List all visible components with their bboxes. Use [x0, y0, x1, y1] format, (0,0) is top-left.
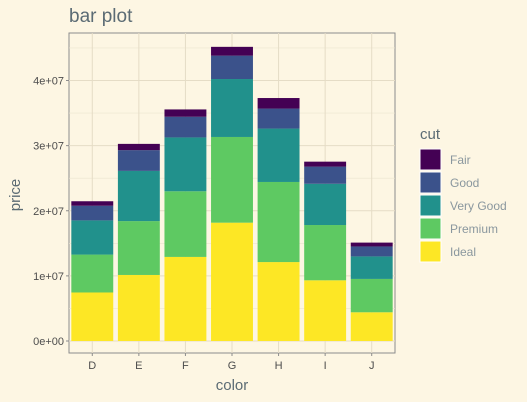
x-tick-label: D	[88, 360, 96, 372]
legend-swatch-fair	[419, 148, 442, 171]
legend-label-very-good: Very Good	[450, 199, 507, 213]
bar-segment-very-good-j	[350, 256, 393, 279]
legend-swatch-premium	[419, 217, 442, 240]
bar-segment-good-g	[211, 55, 253, 80]
bar-segment-good-i	[304, 166, 347, 184]
bar-segment-good-h	[257, 108, 300, 129]
bar-segment-premium-f	[164, 191, 207, 257]
bar-segment-fair-j	[350, 242, 393, 247]
chart-title: bar plot	[69, 6, 133, 27]
y-tick-label: 2e+07	[33, 206, 64, 218]
bar-segment-fair-d	[71, 201, 114, 206]
x-axis-title: color	[216, 377, 249, 394]
y-axis-title: price	[7, 179, 24, 212]
bar-segment-good-f	[164, 116, 207, 138]
x-tick-label: G	[228, 360, 237, 372]
bar-segment-very-good-i	[304, 183, 347, 226]
legend-label-premium: Premium	[450, 222, 498, 236]
legend: Fair Good Very Good Premium Ideal	[419, 148, 507, 263]
bar-segment-fair-e	[117, 143, 160, 151]
legend-label-good: Good	[450, 176, 479, 190]
legend-title: cut	[420, 126, 441, 143]
x-tick-label: J	[369, 360, 375, 372]
bar-segment-good-d	[71, 205, 114, 221]
bar-segment-very-good-d	[71, 220, 114, 255]
x-tick-label: E	[135, 360, 142, 372]
legend-swatch-good	[419, 171, 442, 194]
legend-label-ideal: Ideal	[450, 245, 476, 259]
bar-segment-fair-i	[304, 161, 347, 167]
legend-swatch-ideal	[419, 240, 442, 263]
bar-segment-premium-d	[71, 254, 114, 293]
x-tick-label: F	[182, 360, 189, 372]
bar-segment-very-good-h	[257, 128, 300, 182]
y-axis: 0e+00 1e+07 2e+07 3e+07 4e+07	[33, 76, 69, 348]
bar-segment-fair-h	[257, 98, 300, 109]
legend-label-fair: Fair	[450, 153, 471, 167]
bar-segment-premium-e	[117, 221, 160, 275]
bar-segment-very-good-g	[211, 79, 253, 137]
bar-segment-good-e	[117, 150, 160, 171]
bar-segment-ideal-h	[257, 262, 300, 341]
y-tick-label: 3e+07	[33, 141, 64, 153]
bar-segment-premium-j	[350, 278, 393, 313]
bar-segment-ideal-j	[350, 312, 393, 341]
x-tick-label: I	[324, 360, 327, 372]
bar-segment-premium-h	[257, 181, 300, 263]
y-tick-label: 4e+07	[33, 76, 64, 88]
bar-segment-ideal-i	[304, 280, 347, 341]
x-axis: D E F G H I J	[88, 353, 374, 372]
bars-group	[71, 46, 393, 341]
bar-segment-good-j	[350, 246, 393, 257]
bar-segment-fair-g	[211, 46, 253, 56]
bar-segment-ideal-d	[71, 292, 114, 341]
bar-segment-ideal-g	[211, 222, 253, 341]
bar-segment-ideal-e	[117, 274, 160, 341]
x-tick-label: H	[275, 360, 283, 372]
legend-swatch-very-good	[419, 194, 442, 217]
bar-segment-ideal-f	[164, 256, 207, 341]
y-tick-label: 1e+07	[33, 271, 64, 283]
bar-segment-premium-g	[211, 136, 253, 223]
bar-segment-very-good-e	[117, 170, 160, 222]
bar-segment-very-good-f	[164, 137, 207, 192]
bar-segment-fair-f	[164, 109, 207, 117]
y-tick-label: 0e+00	[33, 336, 64, 348]
bar-segment-premium-i	[304, 225, 347, 281]
